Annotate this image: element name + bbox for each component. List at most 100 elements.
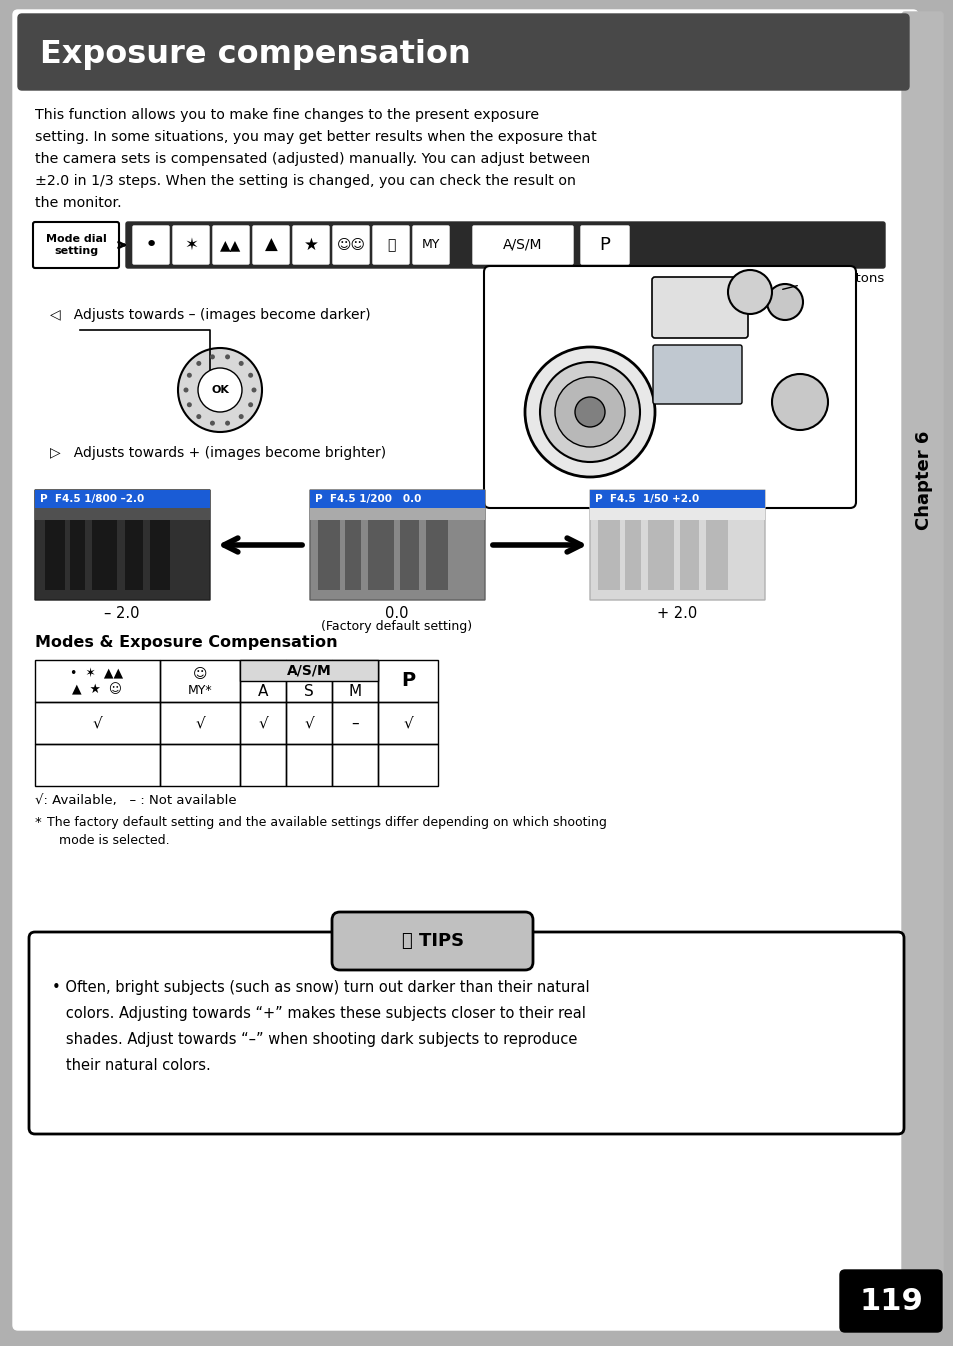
Text: OK: OK — [211, 385, 229, 394]
Text: √: √ — [195, 716, 205, 731]
Bar — [286, 703, 332, 744]
Text: colors. Adjusting towards “+” makes these subjects closer to their real: colors. Adjusting towards “+” makes thes… — [52, 1005, 585, 1022]
Text: ±2.0 in 1/3 steps. When the setting is changed, you can check the result on: ±2.0 in 1/3 steps. When the setting is c… — [35, 174, 576, 188]
Bar — [624, 518, 640, 590]
Text: – 2.0: – 2.0 — [104, 606, 139, 621]
Text: P  F4.5 1/800 –2.0: P F4.5 1/800 –2.0 — [40, 494, 144, 503]
Text: + 2.0: + 2.0 — [657, 606, 697, 621]
FancyBboxPatch shape — [580, 226, 628, 264]
Bar — [310, 490, 484, 507]
Text: P: P — [400, 672, 415, 690]
Circle shape — [196, 361, 201, 366]
FancyBboxPatch shape — [413, 226, 449, 264]
Circle shape — [178, 349, 262, 432]
Text: ☺: ☺ — [193, 668, 207, 681]
Circle shape — [210, 421, 214, 425]
FancyBboxPatch shape — [901, 12, 942, 1329]
Circle shape — [187, 373, 192, 378]
FancyBboxPatch shape — [35, 490, 210, 600]
Text: 119: 119 — [858, 1287, 922, 1315]
FancyBboxPatch shape — [332, 913, 533, 970]
Bar — [426, 499, 448, 590]
Circle shape — [183, 388, 189, 393]
Text: ▲: ▲ — [264, 236, 277, 254]
Text: 💡 TIPS: 💡 TIPS — [401, 931, 463, 950]
Circle shape — [210, 354, 214, 359]
Circle shape — [727, 271, 771, 314]
Text: ◁   Adjusts towards – (images become darker): ◁ Adjusts towards – (images become darke… — [50, 308, 370, 322]
Text: S: S — [304, 684, 314, 699]
Text: • Often, bright subjects (such as snow) turn out darker than their natural: • Often, bright subjects (such as snow) … — [52, 980, 589, 995]
Bar — [679, 511, 699, 590]
Text: (Factory default setting): (Factory default setting) — [321, 621, 472, 633]
Bar — [160, 744, 240, 786]
Circle shape — [196, 415, 201, 419]
Bar — [345, 518, 360, 590]
Text: MY: MY — [421, 238, 439, 252]
Circle shape — [225, 421, 230, 425]
Bar — [377, 660, 437, 703]
FancyBboxPatch shape — [333, 226, 369, 264]
FancyBboxPatch shape — [253, 226, 289, 264]
Text: A: A — [257, 684, 268, 699]
Text: the camera sets is compensated (adjusted) manually. You can adjust between: the camera sets is compensated (adjusted… — [35, 152, 590, 166]
FancyBboxPatch shape — [589, 490, 764, 600]
FancyBboxPatch shape — [13, 9, 917, 1330]
Circle shape — [575, 397, 604, 427]
Text: √: Available,   – : Not available: √: Available, – : Not available — [35, 794, 236, 808]
Bar — [589, 490, 764, 507]
Bar — [647, 493, 673, 590]
Circle shape — [771, 374, 827, 429]
FancyBboxPatch shape — [33, 222, 119, 268]
FancyBboxPatch shape — [840, 1271, 941, 1333]
Text: –: – — [351, 716, 358, 731]
Bar — [332, 703, 377, 744]
Text: their natural colors.: their natural colors. — [52, 1058, 211, 1073]
Text: •  ✶  ▲▲: • ✶ ▲▲ — [71, 668, 124, 681]
Text: Exposure compensation: Exposure compensation — [40, 39, 470, 70]
Bar — [399, 511, 418, 590]
Text: •: • — [144, 236, 157, 254]
Text: P  F4.5 1/200   0.0: P F4.5 1/200 0.0 — [314, 494, 421, 503]
Text: √: √ — [92, 716, 102, 731]
Bar — [240, 660, 286, 703]
Text: MY*: MY* — [188, 684, 213, 696]
Bar — [35, 490, 210, 507]
Bar — [332, 660, 377, 703]
Bar — [240, 703, 286, 744]
Text: P: P — [598, 236, 610, 254]
Text: This function allows you to make fine changes to the present exposure: This function allows you to make fine ch… — [35, 108, 538, 122]
Bar — [332, 744, 377, 786]
Bar — [70, 520, 85, 590]
FancyBboxPatch shape — [483, 267, 855, 507]
Text: The factory default setting and the available settings differ depending on which: The factory default setting and the avai… — [47, 816, 606, 847]
FancyBboxPatch shape — [172, 226, 209, 264]
FancyBboxPatch shape — [652, 345, 741, 404]
Text: setting. In some situations, you may get better results when the exposure that: setting. In some situations, you may get… — [35, 131, 597, 144]
Text: *: * — [35, 816, 42, 829]
Circle shape — [252, 388, 256, 393]
FancyBboxPatch shape — [126, 222, 884, 268]
FancyBboxPatch shape — [651, 277, 747, 338]
FancyBboxPatch shape — [132, 226, 169, 264]
Circle shape — [225, 354, 230, 359]
Bar — [286, 660, 332, 703]
Text: 0.0: 0.0 — [385, 606, 408, 621]
Bar — [377, 703, 437, 744]
Text: ▷   Adjusts towards + (images become brighter): ▷ Adjusts towards + (images become brigh… — [50, 446, 386, 460]
FancyBboxPatch shape — [310, 490, 484, 600]
Bar — [589, 490, 764, 520]
FancyBboxPatch shape — [18, 13, 908, 90]
Bar — [35, 660, 160, 703]
FancyBboxPatch shape — [373, 226, 409, 264]
Bar — [310, 490, 484, 520]
Text: ☺☺: ☺☺ — [336, 238, 365, 252]
Bar — [160, 660, 240, 703]
Circle shape — [238, 415, 243, 419]
Bar — [150, 502, 170, 590]
Circle shape — [187, 402, 192, 408]
Text: √: √ — [258, 716, 268, 731]
Bar — [91, 495, 117, 590]
Bar — [45, 505, 65, 590]
Bar — [125, 516, 143, 590]
